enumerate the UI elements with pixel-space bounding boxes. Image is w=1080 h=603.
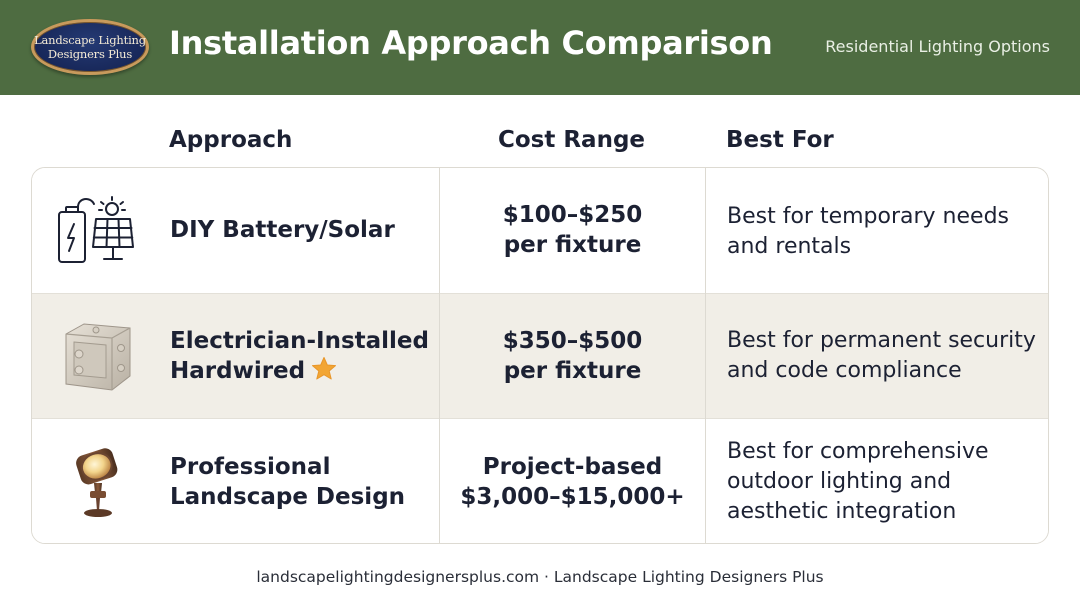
cost-range-line1: $350–$500	[502, 328, 643, 354]
best-for-line1: Best for permanent security	[727, 328, 1036, 353]
approach-name-line1: Professional	[170, 454, 331, 480]
page-subtitle: Residential Lighting Options	[825, 37, 1050, 56]
approach-name-line1: Electrician-Installed	[170, 328, 429, 354]
best-for-line3: aesthetic integration	[727, 499, 957, 524]
footer-text: landscapelightingdesignersplus.com · Lan…	[256, 568, 824, 586]
cost-range-line2: $3,000–$15,000+	[460, 484, 685, 510]
company-logo[interactable]: Landscape Lighting Designers Plus	[31, 19, 149, 75]
column-header-cost: Cost Range	[497, 127, 646, 153]
table-row: Professional Landscape Design Project-ba…	[32, 419, 1048, 543]
best-for-line1: Best for comprehensive	[727, 439, 989, 464]
battery-solar-icon	[58, 196, 134, 263]
table-row-recommended: Electrician-Installed Hardwired $350–$50…	[32, 294, 1048, 419]
best-for-line1: Best for temporary needs	[727, 204, 1009, 229]
table-row: DIY Battery/Solar $100–$250 per fixture …	[32, 168, 1048, 293]
spotlight-fixture-icon	[76, 448, 118, 517]
column-divider	[705, 168, 706, 543]
cost-range-line2: per fixture	[503, 358, 642, 384]
approach-name-line2: Landscape Design	[170, 484, 406, 510]
best-for-line2: and code compliance	[727, 358, 962, 383]
comparison-table: DIY Battery/Solar $100–$250 per fixture …	[31, 167, 1049, 544]
page-title: Installation Approach Comparison	[169, 24, 773, 62]
approach-name-line2-group: Hardwired	[170, 356, 337, 386]
column-header-approach: Approach	[169, 127, 293, 153]
approach-name-line2: Hardwired	[170, 358, 306, 384]
cost-range-line1: $100–$250	[502, 202, 643, 228]
cost-range-line1: Project-based	[482, 454, 663, 480]
row-divider	[32, 418, 1048, 419]
column-divider	[439, 168, 440, 543]
header-bar: Landscape Lighting Designers Plus Instal…	[0, 0, 1080, 95]
row-divider	[32, 293, 1048, 294]
best-for-line2: outdoor lighting and	[727, 469, 952, 494]
logo-text-line2: Designers Plus	[47, 47, 133, 61]
column-header-best-for: Best For	[726, 127, 834, 153]
star-icon	[312, 357, 337, 380]
cost-range-line2: per fixture	[503, 232, 642, 258]
logo-text-line1: Landscape Lighting	[34, 33, 146, 47]
approach-name: DIY Battery/Solar	[170, 217, 395, 243]
best-for-line2: and rentals	[727, 234, 852, 259]
electrical-box-icon	[65, 323, 131, 391]
